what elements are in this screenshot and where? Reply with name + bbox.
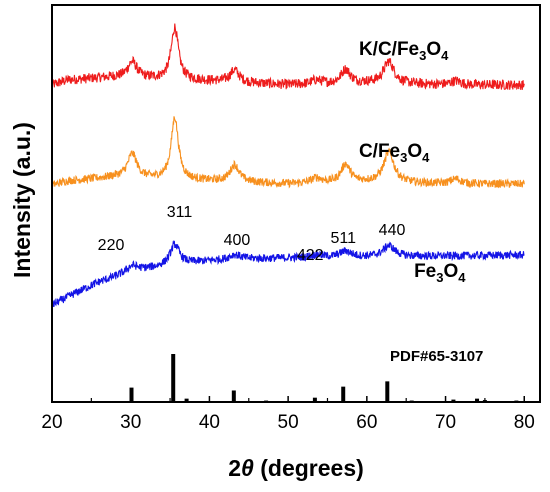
plot-frame [51,4,541,403]
hkl-label: 422 [297,247,324,264]
reference-label: PDF#65-3107 [390,348,483,365]
x-tick-label: 80 [514,412,535,433]
hkl-label: 511 [330,230,356,247]
y-axis-title: Intensity (a.u.) [9,122,35,278]
series-label-part: K/C/Fe [359,39,419,60]
x-axis-title: 2θ (degrees) [228,455,364,481]
hkl-label: 440 [379,222,406,239]
series-label-part: 3 [436,270,443,285]
series-label-part: 4 [441,48,449,63]
hkl-label: 220 [98,237,125,254]
series-label-part: 4 [458,270,466,285]
series-label-2: Fe3O4 [414,261,466,285]
series-label-part: 3 [400,150,407,165]
series-label-part: O [426,39,441,60]
series-label-part: 4 [422,150,430,165]
x-tick-label: 60 [356,412,377,433]
hkl-label: 400 [224,232,251,249]
x-tick-label: 50 [278,412,299,433]
series-line-2 [51,240,525,308]
hkl-label: 311 [167,204,193,221]
x-ticks: 20 30 40 50 60 70 80 [41,396,535,433]
series-label-part: 3 [419,48,426,63]
x-tick-label: 30 [120,412,141,433]
series-line-0 [51,23,525,91]
series-label-0: K/C/Fe3O4 [359,39,449,63]
x-tick-label: 70 [435,412,456,433]
axes [51,4,541,403]
series-label-part: C/Fe [359,141,400,162]
x-tick-label: 20 [41,412,62,433]
series-label-part: O [443,261,458,282]
series-label-part: Fe [414,261,436,282]
series-line-1 [51,116,525,189]
series-label-part: O [407,141,422,162]
series-label-1: C/Fe3O4 [359,141,430,165]
series-layer [51,23,525,308]
x-tick-label: 40 [199,412,220,433]
